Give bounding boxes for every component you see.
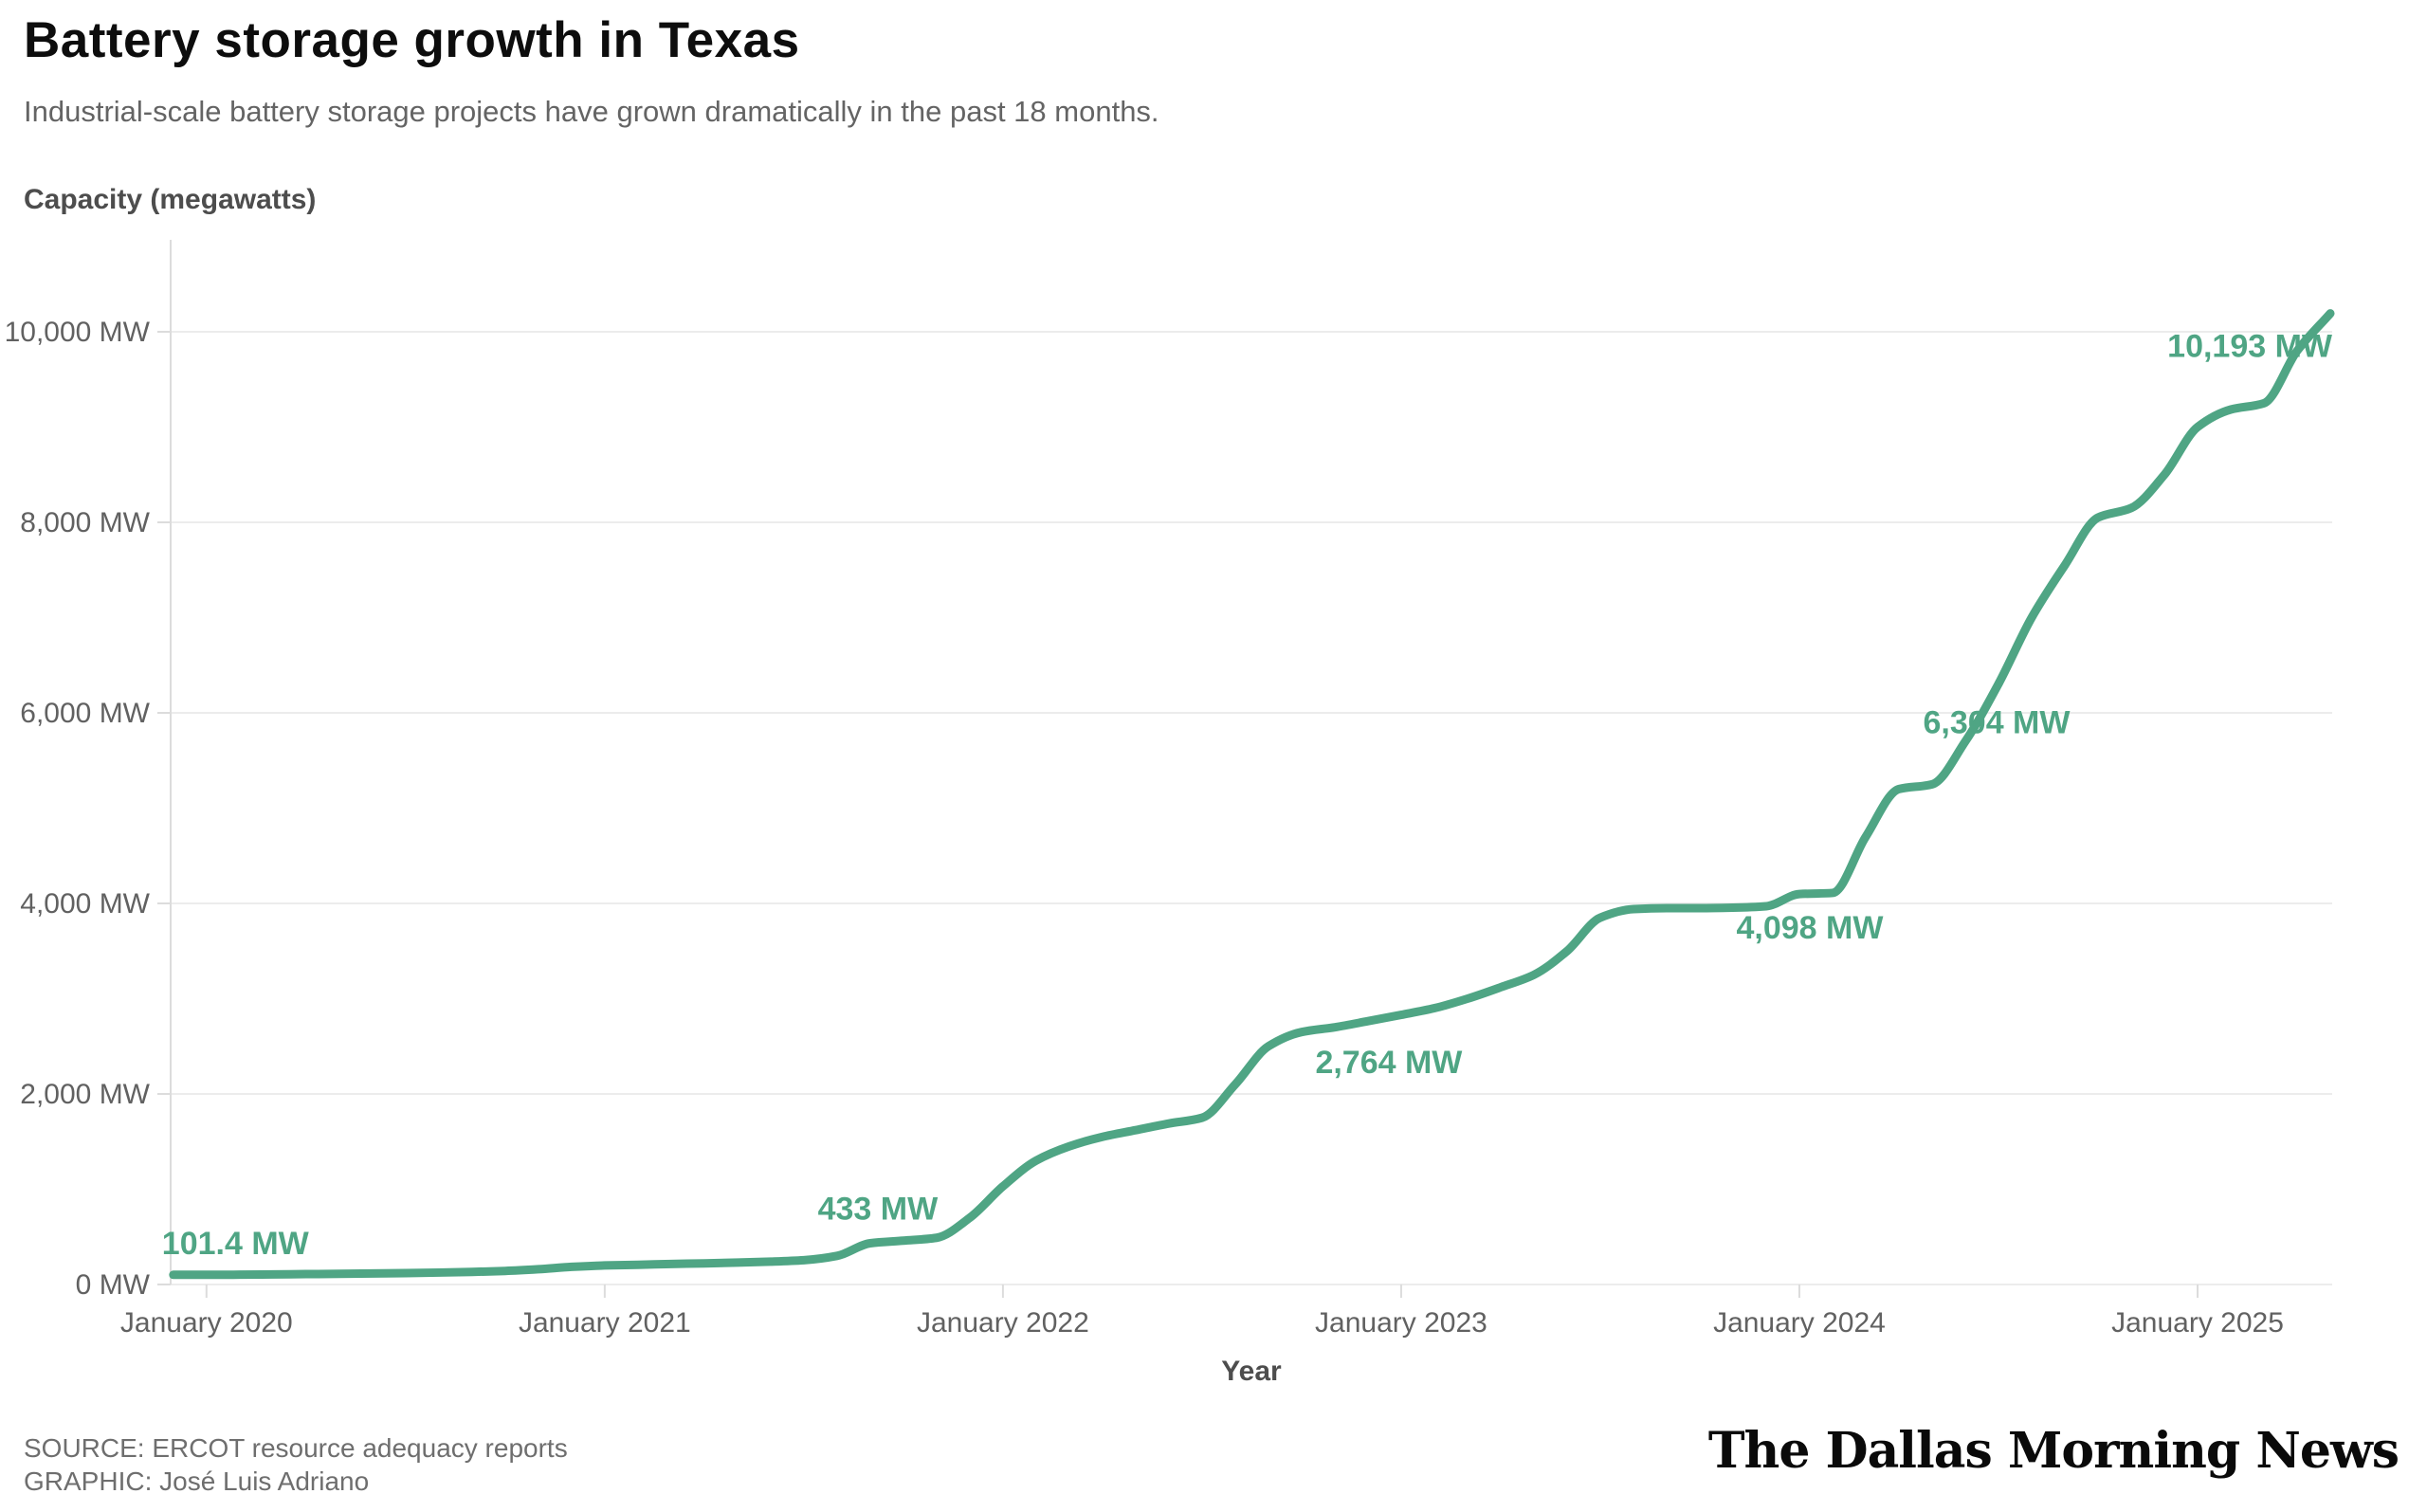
y-tick-label: 8,000 MW [20, 507, 150, 538]
page-title: Battery storage growth in Texas [24, 12, 800, 68]
y-tick-label: 10,000 MW [5, 317, 151, 348]
data-label: 101.4 MW [162, 1226, 310, 1262]
y-tick-label: 6,000 MW [20, 698, 150, 729]
data-label: 6,304 MW [1924, 704, 2071, 740]
data-label: 4,098 MW [1737, 910, 1885, 946]
x-axis-title: Year [1221, 1356, 1282, 1387]
data-label: 433 MW [818, 1191, 939, 1227]
x-tick-label: January 2023 [1315, 1307, 1487, 1339]
graphic-credit-line: GRAPHIC: José Luis Adriano [24, 1466, 370, 1496]
x-tick-label: January 2020 [120, 1307, 293, 1339]
y-axis-title: Capacity (megawatts) [24, 184, 317, 215]
y-tick-label: 2,000 MW [20, 1079, 150, 1110]
chart-subtitle: Industrial-scale battery storage project… [24, 95, 1159, 128]
x-tick-label: January 2022 [917, 1307, 1089, 1339]
capacity-line [169, 309, 2335, 1280]
dallas-morning-news-logo: The Dallas Morning News [1707, 1422, 2400, 1480]
data-label: 2,764 MW [1315, 1045, 1463, 1081]
data-label: 10,193 MW [2167, 329, 2333, 365]
y-tick-label: 4,000 MW [20, 888, 150, 920]
source-line: SOURCE: ERCOT resource adequacy reports [24, 1433, 568, 1463]
x-tick-label: January 2021 [519, 1307, 691, 1339]
y-tick-label: 0 MW [76, 1269, 151, 1301]
x-tick-label: January 2024 [1713, 1307, 1886, 1339]
x-tick-label: January 2025 [2111, 1307, 2284, 1339]
source-credit: SOURCE: ERCOT resource adequacy reports … [24, 1431, 568, 1498]
